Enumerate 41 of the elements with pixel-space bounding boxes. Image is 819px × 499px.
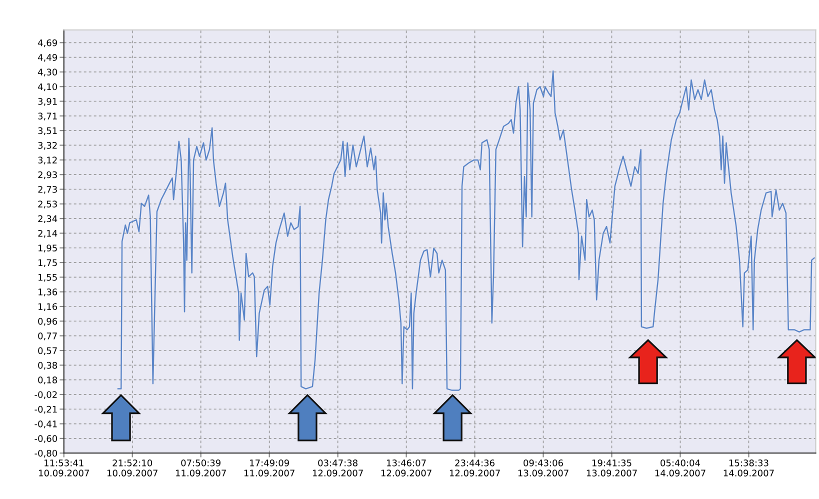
y-tick-label: 3,12 bbox=[38, 156, 57, 164]
x-tick-label: 07:50:39 11.09.2007 bbox=[176, 460, 226, 476]
y-tick-label: 1,95 bbox=[38, 244, 57, 252]
x-tick-label: 11:53:41 10.09.2007 bbox=[39, 460, 89, 476]
y-tick-label: 3,51 bbox=[38, 127, 57, 136]
y-tick-label: 3,71 bbox=[38, 112, 57, 120]
y-tick-label: 0,96 bbox=[38, 318, 58, 326]
y-tick-label: -0,60 bbox=[34, 435, 58, 443]
x-tick-label: 05:40:04 14.09.2007 bbox=[655, 460, 706, 476]
y-tick-label: 0,77 bbox=[38, 332, 57, 340]
y-tick-label: 1,36 bbox=[38, 288, 58, 296]
x-tick-label: 09:43:06 13.09.2007 bbox=[518, 460, 568, 476]
x-tick-label: 13:46:07 12.09.2007 bbox=[381, 460, 432, 476]
y-tick-label: 4,69 bbox=[38, 39, 57, 48]
y-tick-label: 4,10 bbox=[38, 83, 58, 92]
x-tick-label: 23:44:36 12.09.2007 bbox=[450, 460, 500, 476]
y-tick-label: 2,73 bbox=[38, 186, 57, 194]
y-tick-label: -0,41 bbox=[34, 420, 57, 428]
y-tick-label: 2,14 bbox=[38, 230, 58, 238]
y-tick-label: 2,34 bbox=[38, 215, 58, 224]
y-tick-label: 0,18 bbox=[38, 376, 58, 384]
y-tick-label: 0,38 bbox=[38, 362, 58, 370]
line-series bbox=[117, 70, 815, 391]
y-tick-label: 2,53 bbox=[38, 200, 57, 208]
x-tick-label: 19:41:35 13.09.2007 bbox=[586, 460, 637, 476]
y-tick-label: 3,32 bbox=[38, 142, 57, 150]
y-tick-label: 4,30 bbox=[38, 68, 58, 76]
x-tick-label: 15:38:33 14.09.2007 bbox=[724, 460, 774, 476]
y-tick-label: -0,80 bbox=[34, 450, 58, 458]
y-tick-label: -0,21 bbox=[34, 406, 57, 414]
y-tick-label: 1,55 bbox=[38, 274, 57, 282]
y-tick-label: 4,49 bbox=[38, 54, 57, 62]
y-tick-label: 1,75 bbox=[38, 259, 57, 268]
y-tick-label: 3,91 bbox=[38, 98, 57, 106]
y-tick-label: -0,02 bbox=[34, 391, 57, 399]
x-tick-label: 17:49:09 11.09.2007 bbox=[244, 460, 294, 476]
x-tick-label: 03:47:38 12.09.2007 bbox=[312, 460, 363, 476]
y-tick-label: 1,16 bbox=[38, 303, 58, 311]
y-tick-label: 2,93 bbox=[38, 171, 57, 180]
x-tick-label: 21:52:10 10.09.2007 bbox=[108, 460, 158, 476]
y-tick-label: 0,57 bbox=[38, 347, 57, 355]
